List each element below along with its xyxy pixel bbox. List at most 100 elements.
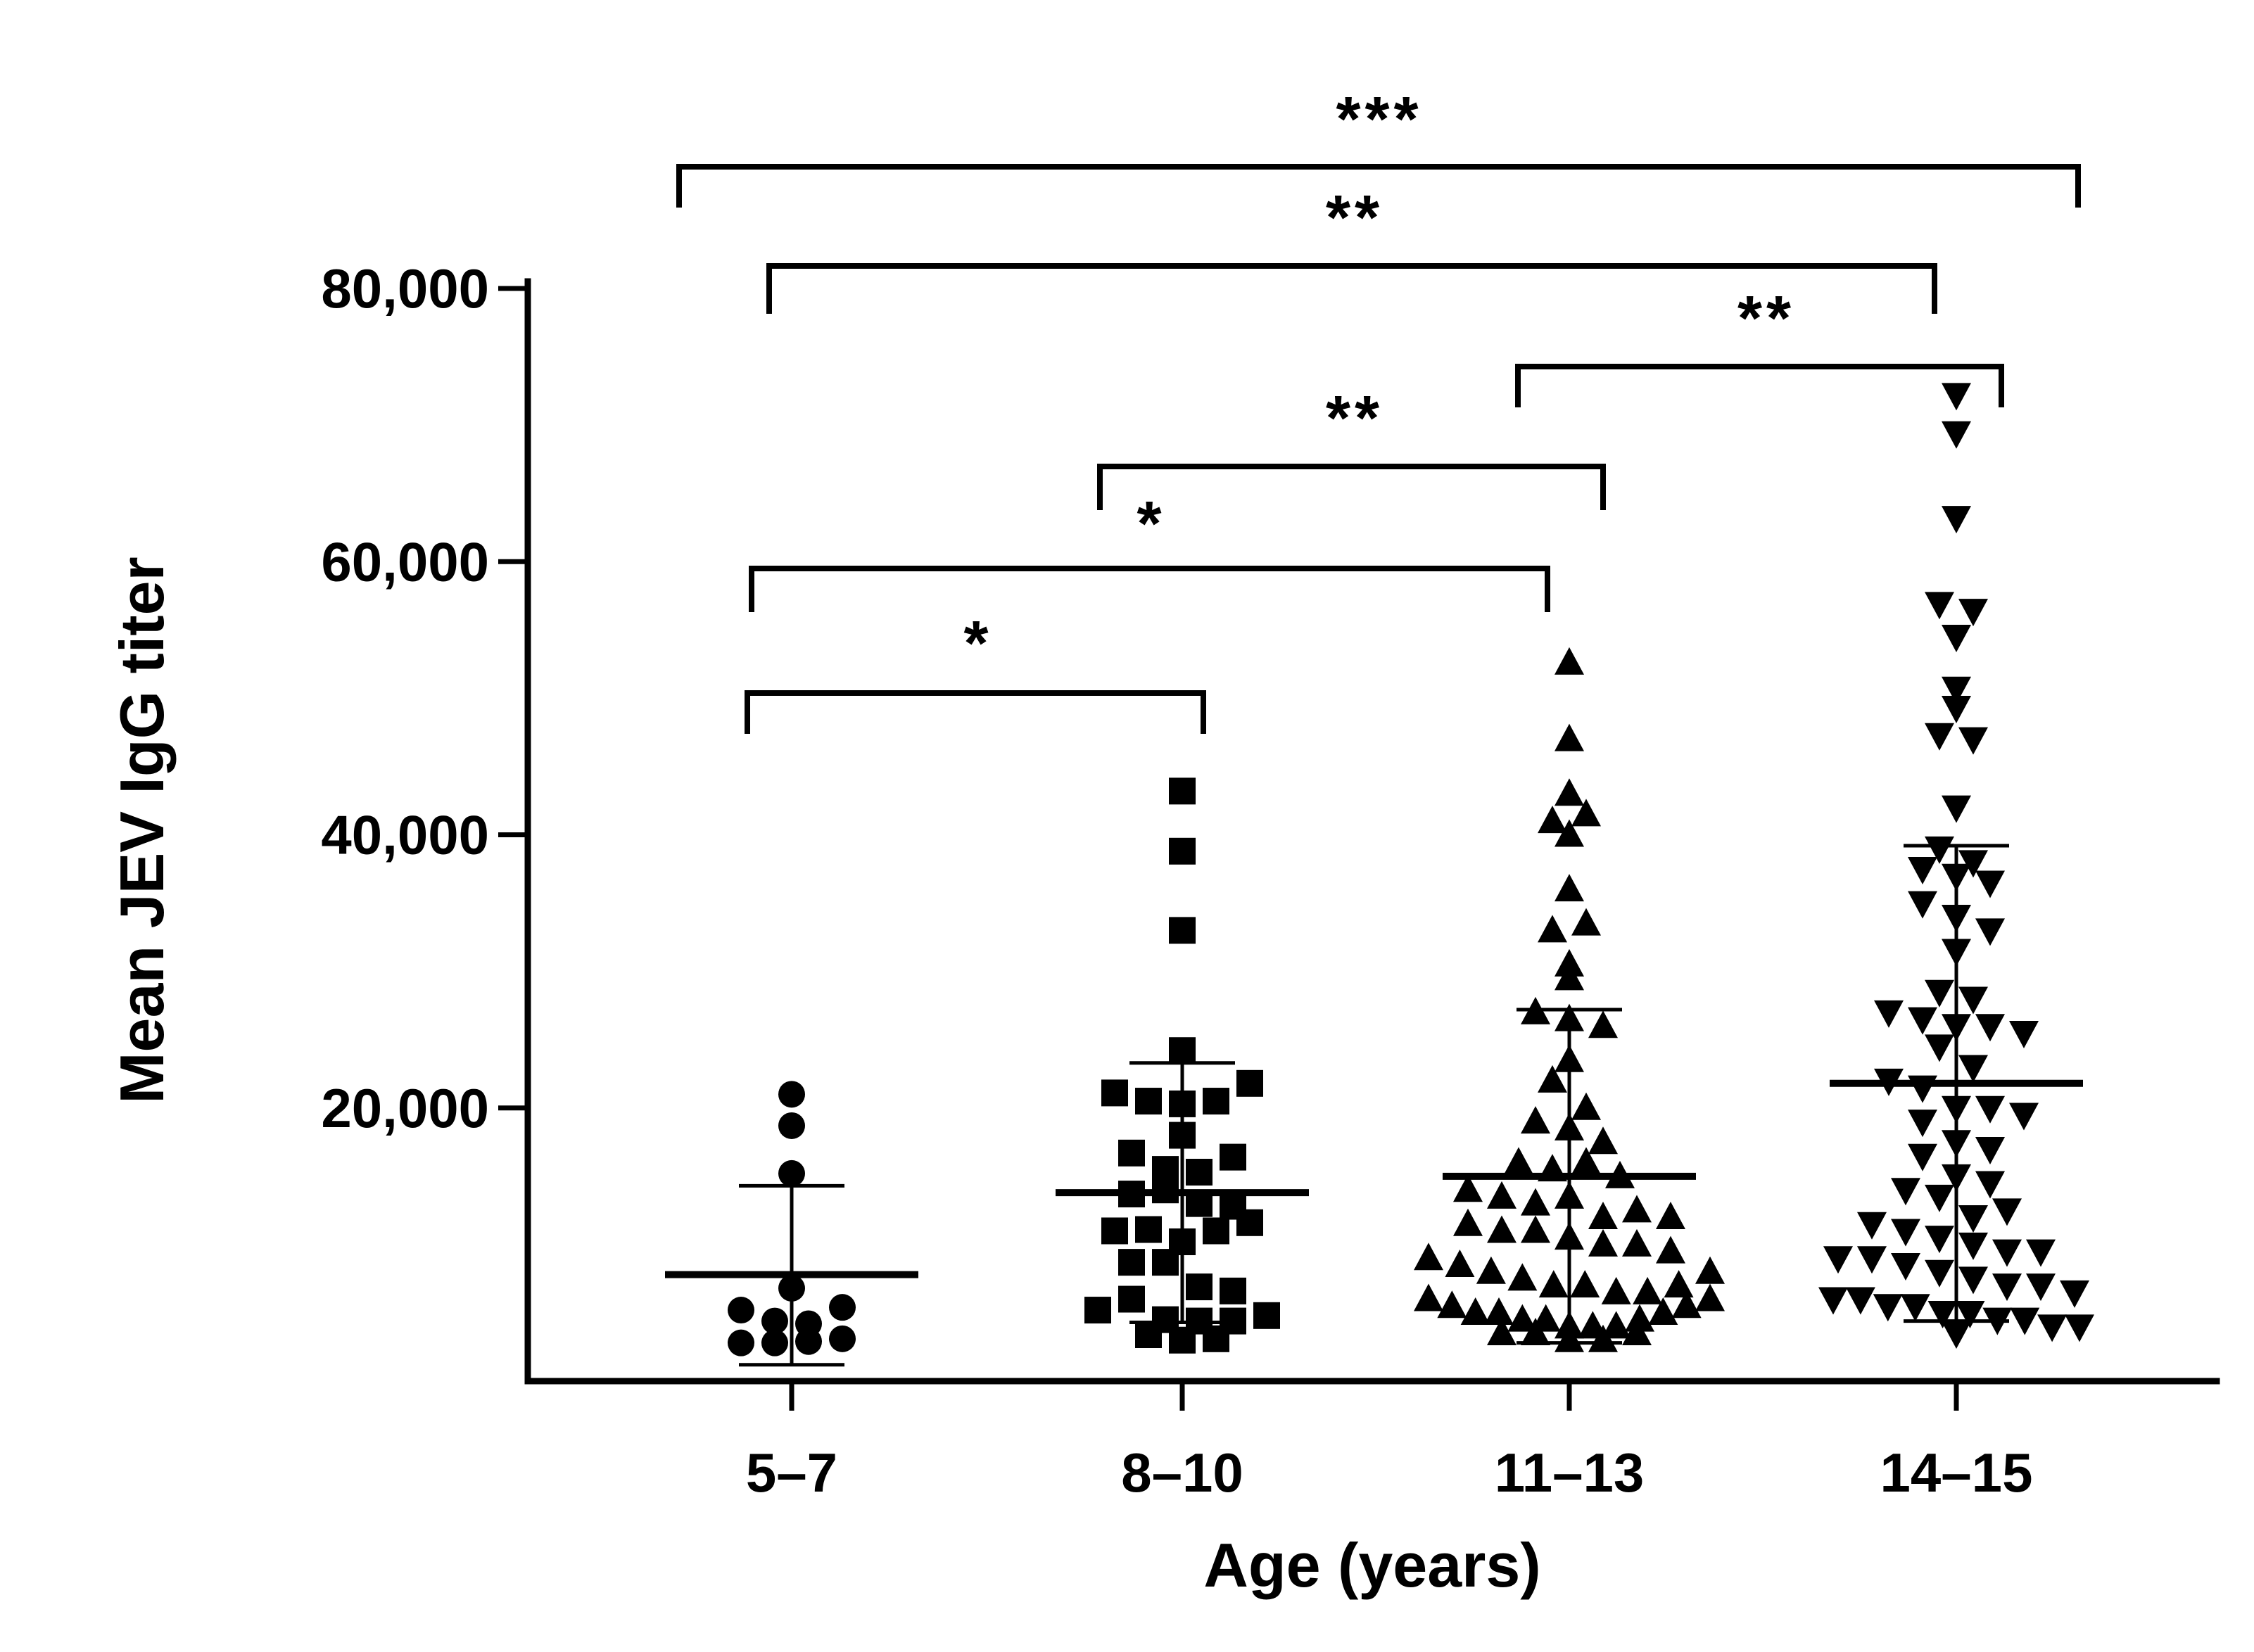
data-point-triangle-up (1453, 1174, 1483, 1202)
data-point-triangle-up (1625, 1304, 1654, 1332)
data-point-triangle-down (1925, 723, 1954, 751)
data-point-triangle-down (1975, 870, 2005, 898)
data-point-triangle-up (1648, 1297, 1678, 1325)
data-point-triangle-down (1908, 1143, 1937, 1171)
data-points (728, 383, 2094, 1356)
data-point-triangle-down (1891, 1178, 1920, 1206)
data-point-triangle-down (1942, 795, 1971, 823)
data-point-circle (778, 1081, 805, 1108)
data-point-triangle-up (1695, 1283, 1725, 1311)
significance-label: ** (1326, 383, 1384, 454)
data-point-triangle-down (2026, 1273, 2056, 1302)
data-point-triangle-up (1571, 908, 1601, 936)
x-axis-title: Age (years) (1203, 1530, 1540, 1600)
data-point-square (1186, 1158, 1213, 1186)
x-tick-label: 5–7 (746, 1442, 837, 1504)
data-point-circle (778, 1112, 805, 1139)
data-point-triangle-down (1908, 1007, 1937, 1035)
significance-bracket (745, 690, 1206, 734)
significance-label: ** (1326, 183, 1384, 253)
data-point-triangle-down (1975, 1095, 2005, 1124)
data-point-triangle-up (1622, 1228, 1652, 1257)
data-point-circle (829, 1294, 856, 1321)
significance-bracket (1515, 364, 2004, 407)
data-point-triangle-down (1958, 1266, 1988, 1295)
significance-label: * (1137, 489, 1165, 559)
data-point-circle (795, 1310, 822, 1338)
data-point-triangle-down (1942, 506, 1971, 534)
data-point-triangle-up (1601, 1276, 1631, 1304)
data-point-triangle-down (1908, 1075, 1937, 1103)
data-point-square (1169, 917, 1196, 944)
data-point-triangle-up (1571, 1092, 1601, 1120)
data-point-triangle-down (2009, 1020, 2039, 1048)
data-point-triangle-down (1975, 918, 2005, 946)
data-point-square (1220, 1143, 1246, 1171)
data-point-triangle-up (1487, 1318, 1517, 1346)
data-point-square (1169, 1037, 1196, 1065)
data-point-triangle-up (1555, 874, 1584, 902)
significance-label: *** (1336, 84, 1422, 155)
data-point-triangle-up (1507, 1304, 1538, 1332)
data-point-triangle-down (1975, 1014, 2005, 1042)
data-point-triangle-up (1570, 1270, 1600, 1298)
data-point-triangle-down (1925, 1034, 1954, 1062)
significance-bracket (1097, 464, 1606, 510)
data-point-circle (778, 1159, 805, 1187)
data-point-square (1203, 1217, 1229, 1245)
data-point-triangle-up (1521, 1215, 1550, 1243)
data-point-triangle-down (1925, 979, 1954, 1008)
data-point-triangle-up (1437, 1290, 1467, 1319)
data-point-triangle-up (1453, 1208, 1483, 1236)
data-point-circle (761, 1307, 788, 1335)
data-point-triangle-down (2060, 1280, 2089, 1308)
data-point-triangle-down (1925, 592, 1954, 620)
data-point-square (1101, 1079, 1128, 1107)
data-point-square (1152, 1306, 1179, 1333)
data-point-circle (728, 1297, 754, 1324)
data-point-circle (761, 1329, 788, 1356)
data-point-triangle-up (1414, 1283, 1443, 1311)
data-point-triangle-up (1538, 806, 1567, 834)
data-point-triangle-down (1958, 1055, 1988, 1083)
data-point-triangle-down (1942, 695, 1971, 723)
data-point-triangle-down (1891, 1252, 1920, 1281)
data-point-triangle-down (1874, 1000, 1904, 1028)
data-point-triangle-down (1975, 1171, 2005, 1199)
data-point-triangle-down (2065, 1314, 2094, 1342)
data-point-triangle-up (1507, 1263, 1538, 1291)
data-point-triangle-up (1538, 1065, 1567, 1093)
data-point-triangle-up (1414, 1243, 1443, 1271)
data-point-triangle-down (1925, 1226, 1954, 1254)
data-point-circle (829, 1325, 856, 1352)
data-point-square (1135, 1088, 1162, 1115)
data-point-triangle-down (1942, 1321, 1971, 1349)
x-tick-label: 14–15 (1880, 1442, 2033, 1504)
data-point-triangle-up (1555, 778, 1584, 806)
data-point-triangle-down (1942, 383, 1971, 411)
significance-bracket (766, 263, 1937, 314)
data-point-triangle-up (1538, 1270, 1569, 1298)
data-point-triangle-down (2010, 1307, 2040, 1335)
data-point-triangle-down (1992, 1273, 2022, 1302)
data-point-triangle-down (1955, 1300, 1985, 1328)
x-ticks: 5–7 8–10 11–13 14–15 (746, 1381, 2033, 1504)
data-point-triangle-down (1873, 1294, 1903, 1322)
data-point-triangle-up (1445, 1249, 1475, 1277)
data-point-triangle-up (1578, 1311, 1608, 1339)
data-point-triangle-down (2026, 1239, 2056, 1267)
data-point-triangle-up (1538, 915, 1567, 943)
y-tick-label: 20,000 (321, 1077, 489, 1139)
data-point-triangle-up (1571, 799, 1601, 827)
data-point-triangle-up (1476, 1256, 1506, 1284)
data-point-triangle-down (1942, 421, 1971, 449)
data-point-triangle-down (1927, 1300, 1958, 1328)
data-point-triangle-down (1942, 625, 1971, 653)
data-point-triangle-down (1818, 1287, 1848, 1315)
data-point-triangle-down (1958, 1205, 1988, 1233)
data-point-triangle-down (1857, 1212, 1887, 1240)
data-point-square (1135, 1216, 1162, 1243)
mean-sd-bars (665, 844, 2083, 1367)
data-point-triangle-down (1958, 986, 1988, 1015)
